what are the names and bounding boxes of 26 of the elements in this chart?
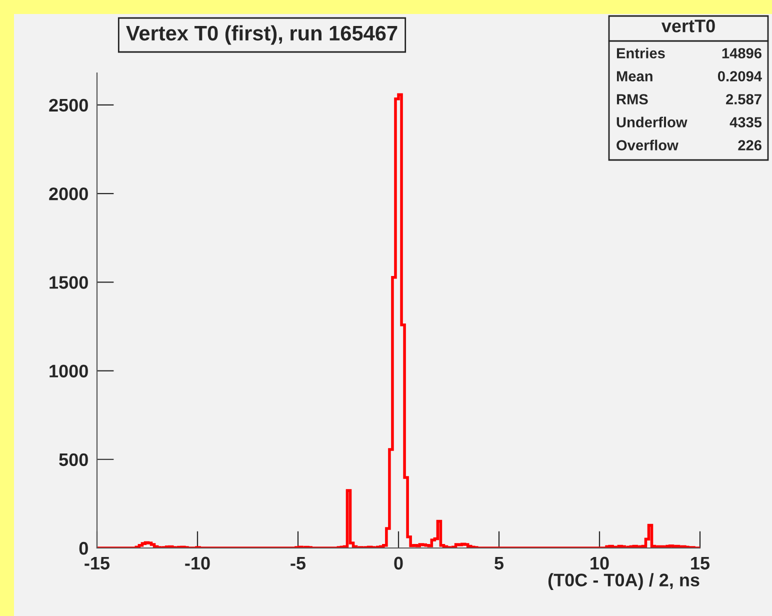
- text: 226: [738, 140, 762, 150]
- x-tick-label: 15: [691, 556, 710, 570]
- text: 2.587: [726, 94, 762, 104]
- annotation: Overflow: [616, 140, 678, 150]
- x-tick-label: -10: [185, 556, 210, 570]
- x-axis-title: (T0C - T0A) / 2, ns: [548, 573, 700, 590]
- chart-title: Vertex T0 (first), run 165467: [126, 25, 398, 45]
- text: 4335: [730, 117, 762, 128]
- annotation: RMS: [616, 94, 648, 104]
- text: 0.2094: [718, 71, 762, 82]
- annotation: Mean: [616, 71, 652, 82]
- x-tick-label: 0: [394, 556, 403, 570]
- x-tick-label: -15: [84, 556, 110, 570]
- text: Entries: [616, 48, 665, 58]
- y-tick-label: 2500: [49, 98, 88, 112]
- y-tick-label: 2000: [49, 187, 88, 200]
- text: 14896: [722, 48, 762, 58]
- y-tick-label: 1000: [50, 364, 88, 378]
- x-tick-label: 10: [590, 556, 609, 570]
- x-tick-label: -5: [290, 556, 306, 570]
- text: vertT0: [661, 20, 715, 32]
- y-tick-label: 0: [79, 542, 88, 555]
- y-tick-label: 500: [59, 453, 88, 466]
- y-tick-label: 1500: [50, 276, 88, 289]
- x-tick-label: 5: [494, 556, 504, 570]
- annotation: Underflow: [616, 116, 688, 128]
